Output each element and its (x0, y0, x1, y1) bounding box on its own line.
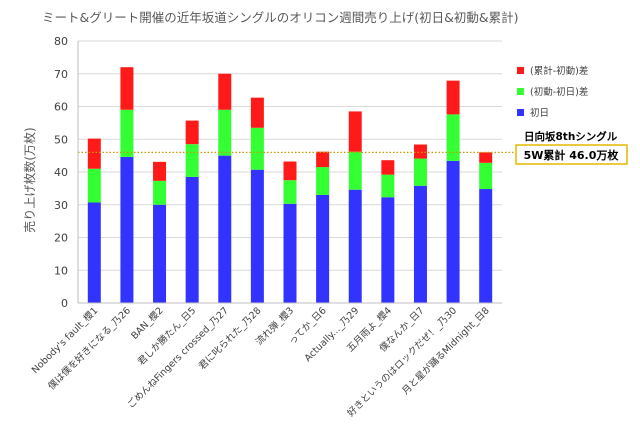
y-tick-label: 40 (54, 166, 68, 179)
x-tick-label: 君しか勝たん_日5 (135, 305, 198, 368)
bar-segment (446, 80, 460, 115)
bar-segment (250, 127, 264, 170)
legend-label: (累計-初動)差 (530, 65, 588, 77)
y-tick-label: 0 (61, 297, 68, 310)
y-tick-label: 20 (54, 232, 68, 245)
bar-segment (381, 174, 395, 198)
bar-segment (413, 158, 427, 186)
y-tick-label: 10 (54, 264, 68, 277)
bar-segment (185, 120, 199, 145)
bar-segment (479, 189, 493, 303)
bar-segment (218, 73, 232, 110)
bar-segment (218, 109, 232, 156)
bar-segment (413, 144, 427, 159)
annotation-box-text: 5W累計 46.0万枚 (524, 148, 620, 162)
bar-segment (413, 185, 427, 303)
y-tick-label: 80 (54, 35, 68, 48)
bars (87, 67, 493, 303)
bar-segment (316, 151, 330, 168)
y-tick-label: 50 (54, 133, 68, 146)
bar-segment (250, 169, 264, 303)
y-tick-label: 70 (54, 68, 68, 81)
y-tick-label: 30 (54, 199, 68, 212)
bar-segment (185, 176, 199, 303)
bar-segment (153, 180, 167, 205)
bar-segment (153, 204, 167, 303)
bar-segment (120, 156, 134, 303)
bar-segment (381, 197, 395, 303)
legend-label: (初動-初日)差 (530, 86, 588, 98)
bar-segment (218, 155, 232, 303)
bar-segment (120, 109, 134, 157)
y-tick-label: 60 (54, 101, 68, 114)
y-axis-label: 売り上げ枚数(万枚) (22, 127, 37, 232)
annotation-label: 日向坂8thシングル (524, 130, 618, 143)
bar-segment (283, 161, 297, 181)
chart-title: ミート&グリート開催の近年坂道シングルのオリコン週間売り上げ(初日&初動&累計) (42, 10, 519, 25)
bar-segment (153, 161, 167, 181)
bar-segment (316, 194, 330, 303)
bar-segment (446, 160, 460, 303)
legend-label: 初日 (530, 107, 549, 119)
bar-segment (348, 151, 362, 190)
bar-segment (87, 138, 101, 169)
bar-segment (87, 202, 101, 303)
legend-swatch (517, 88, 524, 95)
legend: (累計-初動)差 (初動-初日)差初日 (517, 65, 588, 119)
bar-segment (348, 111, 362, 152)
bar-segment (185, 144, 199, 177)
bar-segment (283, 180, 297, 204)
bar-segment (348, 189, 362, 303)
bar-segment (283, 203, 297, 303)
bar-segment (316, 167, 330, 195)
bar-segment (479, 152, 493, 163)
bar-segment (381, 160, 395, 175)
x-tick-label: 君に叱られた_乃28 (197, 305, 264, 372)
legend-swatch (517, 109, 524, 116)
annotation: 日向坂8thシングル 5W累計 46.0万枚 (515, 130, 628, 165)
legend-swatch (517, 67, 524, 74)
annotation-box (515, 144, 628, 165)
bar-segment (479, 162, 493, 190)
bar-segment (446, 114, 460, 161)
bar-segment (87, 168, 101, 203)
bar-segment (250, 97, 264, 128)
bar-segment (120, 67, 134, 110)
